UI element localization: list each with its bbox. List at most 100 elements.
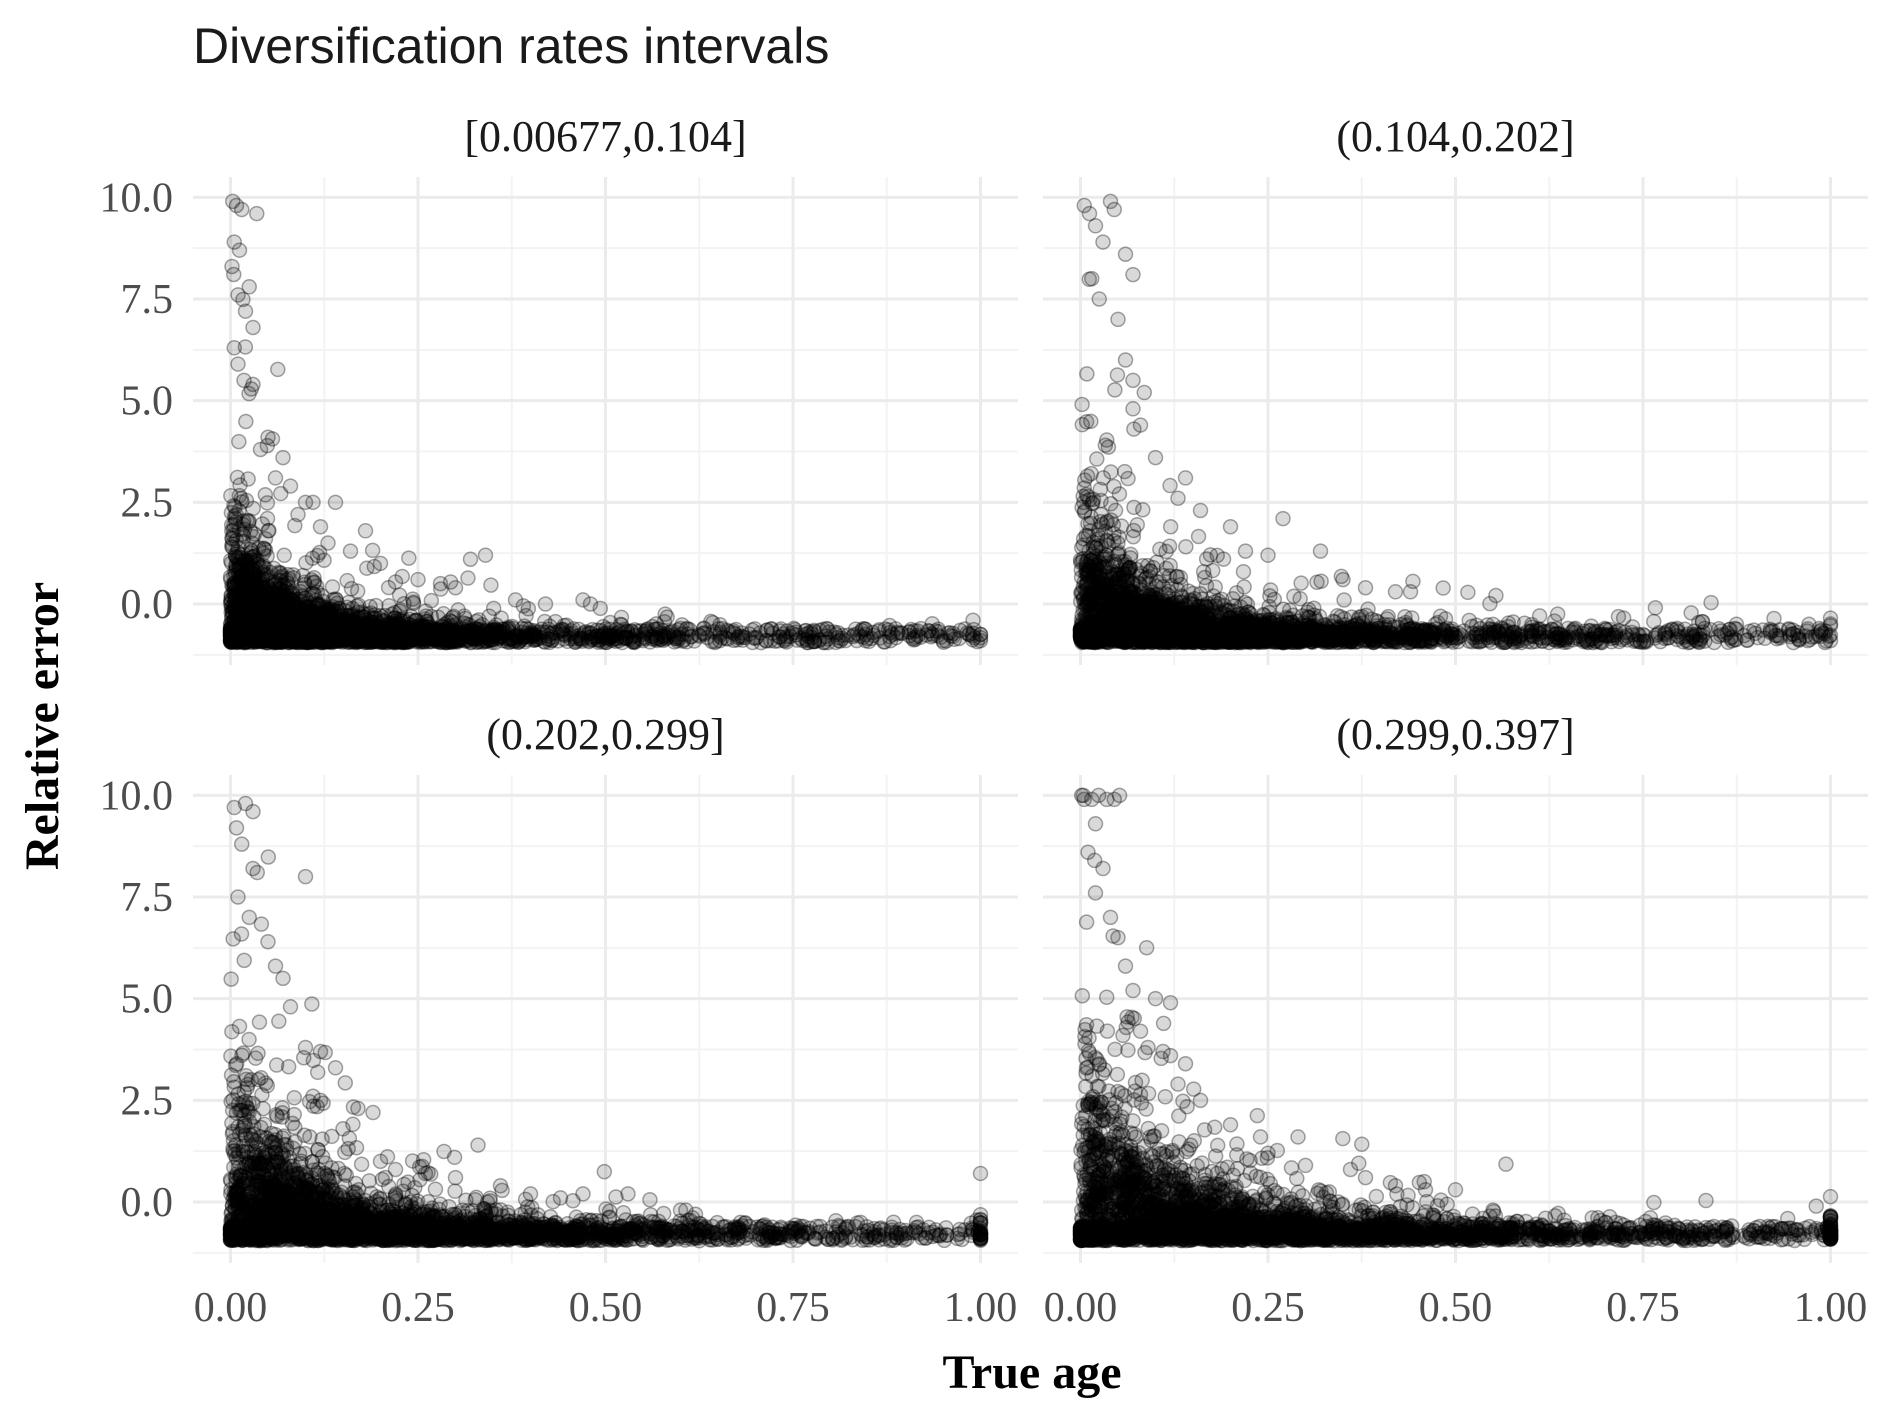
scatter-point: [271, 617, 288, 633]
scatter-point: [386, 615, 403, 632]
scatter-point: [422, 621, 438, 638]
scatter-point: [462, 551, 479, 568]
scatter-point: [231, 549, 247, 565]
scatter-point: [245, 500, 261, 517]
scatter-point: [301, 624, 317, 641]
scatter-point: [394, 568, 411, 585]
scatter-point: [311, 631, 328, 647]
scatter-point: [231, 487, 248, 504]
facet-panels: [0.00677,0.104]0.02.55.07.510.0(0.104,0.…: [100, 112, 1868, 1331]
scatter-point: [322, 606, 339, 622]
scatter-point: [231, 624, 248, 640]
scatter-point: [462, 627, 478, 644]
scatter-point: [477, 547, 494, 563]
scatter-point: [365, 626, 381, 642]
scatter-point: [578, 624, 594, 640]
scatter-point: [762, 632, 779, 649]
scatter-point: [857, 621, 873, 637]
scatter-point: [259, 495, 276, 511]
scatter-point: [356, 628, 372, 645]
scatter-point: [240, 589, 256, 606]
scatter-point: [290, 506, 306, 523]
scatter-point: [309, 607, 325, 624]
scatter-point: [1178, 539, 1194, 555]
scatter-point: [525, 628, 541, 644]
scatter-point: [287, 624, 304, 640]
scatter-point: [501, 631, 518, 648]
scatter-point: [295, 580, 311, 596]
scatter-point: [672, 620, 689, 637]
scatter-point: [274, 599, 291, 615]
scatter-point: [251, 540, 267, 556]
scatter-point: [935, 632, 951, 649]
scatter-point: [401, 550, 417, 566]
scatter-point: [394, 622, 411, 638]
scatter-point: [359, 560, 375, 576]
scatter-point: [1215, 551, 1232, 567]
scatter-point: [233, 568, 249, 584]
scatter-point: [230, 356, 246, 372]
scatter-point: [682, 629, 699, 645]
scatter-point: [725, 632, 742, 649]
scatter-point: [224, 258, 240, 275]
scatter-point: [364, 542, 381, 559]
scatter-point: [426, 622, 442, 638]
scatter-point: [254, 516, 271, 532]
scatter-point: [267, 470, 284, 486]
scatter-point: [882, 632, 899, 649]
scatter-point: [302, 624, 319, 640]
scatter-point: [252, 441, 269, 458]
scatter-point: [541, 634, 558, 651]
scatter-point: [372, 555, 389, 572]
scatter-point: [268, 595, 285, 612]
scatter-point: [1286, 588, 1302, 604]
scatter-point: [245, 376, 261, 393]
scatter-point: [275, 618, 291, 634]
scatter-point: [334, 632, 351, 648]
scatter-point: [315, 593, 331, 610]
scatter-point: [238, 413, 254, 430]
scatter-point: [405, 595, 422, 612]
scatter-point: [369, 625, 385, 641]
scatter-point: [295, 633, 311, 649]
scatter-point: [281, 632, 297, 649]
scatter-point: [637, 630, 654, 647]
scatter-point: [410, 571, 426, 588]
scatter-point: [272, 591, 289, 608]
scatter-point: [659, 609, 675, 625]
y-tick-label: 10.0: [100, 175, 174, 221]
scatter-point: [238, 576, 254, 592]
scatter-point: [250, 632, 266, 649]
scatter-point: [296, 624, 313, 640]
scatter-point: [531, 624, 547, 640]
scatter-point: [288, 626, 304, 643]
scatter-point: [305, 494, 321, 511]
scatter-point: [326, 633, 342, 650]
scatter-point: [327, 494, 344, 511]
scatter-point: [270, 361, 286, 378]
scatter-point: [258, 615, 275, 631]
scatter-point: [602, 627, 618, 644]
scatter-point: [245, 319, 261, 336]
scatter-point: [250, 633, 266, 649]
facet-panel: (0.104,0.202]: [1043, 112, 1868, 665]
scatter-point: [378, 634, 395, 651]
scatter-points: [222, 193, 989, 651]
scatter-point: [251, 605, 267, 622]
y-tick-label: 7.5: [121, 277, 174, 323]
scatter-point: [383, 626, 399, 642]
facet-strip-label: (0.104,0.202]: [1336, 112, 1574, 161]
scatter-point: [314, 623, 330, 639]
scatter-point: [710, 621, 727, 637]
scatter-point: [231, 433, 247, 450]
scatter-point: [1162, 477, 1178, 494]
scatter-point: [363, 632, 379, 648]
scatter-point: [383, 623, 399, 639]
scatter-point: [276, 613, 292, 629]
scatter-point: [260, 625, 276, 641]
scatter-point: [308, 607, 325, 623]
scatter-point: [652, 631, 669, 648]
scatter-point: [246, 601, 262, 617]
scatter-point: [234, 201, 250, 218]
scatter-point: [315, 614, 331, 630]
